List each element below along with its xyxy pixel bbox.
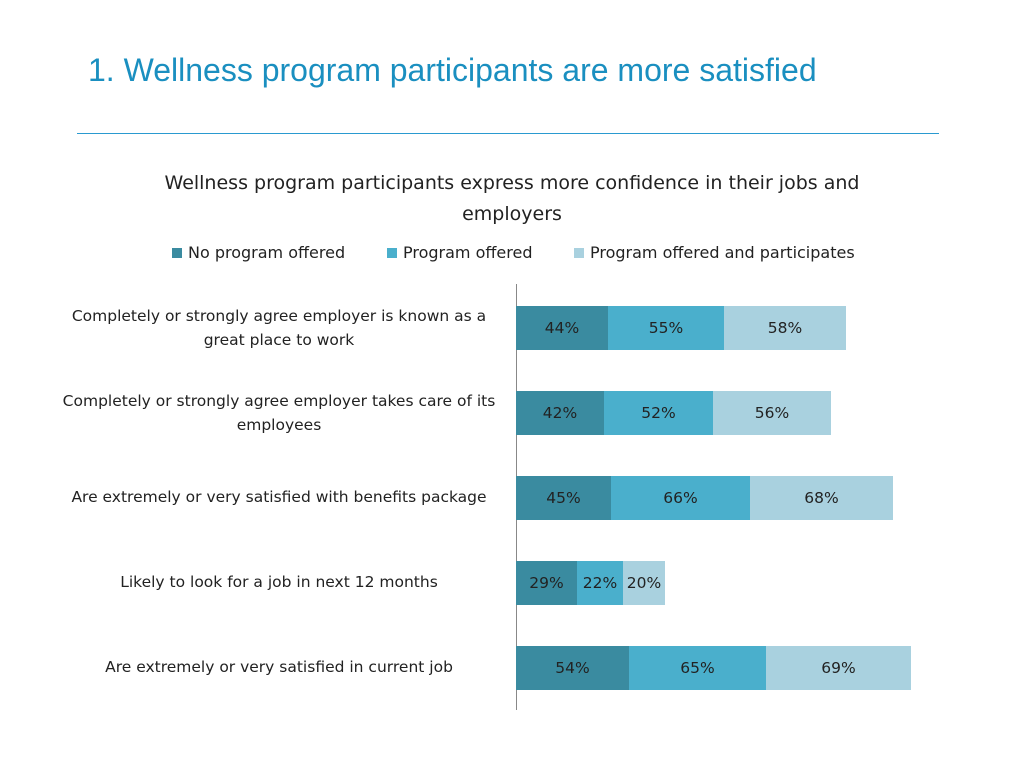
data-label-no-program-3: 29% (529, 574, 564, 592)
bar-participates-3: 20% (623, 561, 665, 605)
data-label-no-program-4: 54% (555, 659, 590, 677)
data-label-program-offered-0: 55% (648, 319, 684, 337)
data-label-participates-1: 56% (754, 404, 790, 422)
category-label-takes-care: Completely or strongly agree employer ta… (62, 392, 496, 434)
chart-title: Wellness program participants express mo… (164, 172, 860, 225)
bar-no-program-3: 29% (516, 561, 577, 605)
bar-program-offered-1: 52% (604, 391, 713, 435)
data-label-participates-2: 68% (804, 489, 839, 507)
data-label-program-offered-4: 65% (680, 659, 715, 677)
bar-participates-0: 58% (724, 306, 846, 350)
legend-swatch-no-program (172, 247, 182, 258)
category-label-current-job: Are extremely or very satisfied in curre… (105, 658, 453, 676)
legend-label-participates: Program offered and participates (590, 243, 855, 262)
bar-participates-2: 68% (750, 476, 893, 520)
category-label-great-place: Completely or strongly agree employer is… (71, 307, 487, 349)
bar-no-program-4: 54% (516, 646, 629, 690)
bar-program-offered-0: 55% (608, 306, 724, 350)
title-divider (77, 133, 939, 134)
bar-program-offered-4: 65% (629, 646, 766, 690)
bar-participates-4: 69% (766, 646, 911, 690)
bar-no-program-0: 44% (516, 306, 608, 350)
data-label-participates-4: 69% (821, 659, 856, 677)
legend-swatch-program-offered (387, 247, 397, 258)
legend-item-program-offered: Program offered (387, 243, 532, 262)
bar-program-offered-2: 66% (611, 476, 750, 520)
data-label-no-program-0: 44% (544, 319, 580, 337)
data-label-program-offered-2: 66% (663, 489, 698, 507)
legend-item-participates: Program offered and participates (574, 243, 855, 262)
data-label-program-offered-1: 52% (641, 404, 676, 422)
legend-label-program-offered: Program offered (403, 243, 533, 262)
legend-label-no-program: No program offered (188, 243, 346, 262)
data-label-participates-3: 20% (626, 574, 662, 592)
data-label-program-offered-3: 22% (582, 574, 618, 592)
bar-no-program-2: 45% (516, 476, 611, 520)
slide-title: 1. Wellness program participants are mor… (88, 52, 817, 88)
data-label-no-program-1: 42% (542, 404, 578, 422)
category-label-benefits: Are extremely or very satisfied with ben… (71, 488, 487, 506)
bar-program-offered-3: 22% (577, 561, 623, 605)
legend-item-no-program: No program offered (172, 243, 345, 262)
bar-participates-1: 56% (713, 391, 831, 435)
data-label-no-program-2: 45% (546, 489, 581, 507)
category-label-job-search: Likely to look for a job in next 12 mont… (120, 573, 438, 591)
data-label-participates-0: 58% (767, 319, 803, 337)
bar-no-program-1: 42% (516, 391, 604, 435)
legend-swatch-participates (574, 247, 584, 258)
